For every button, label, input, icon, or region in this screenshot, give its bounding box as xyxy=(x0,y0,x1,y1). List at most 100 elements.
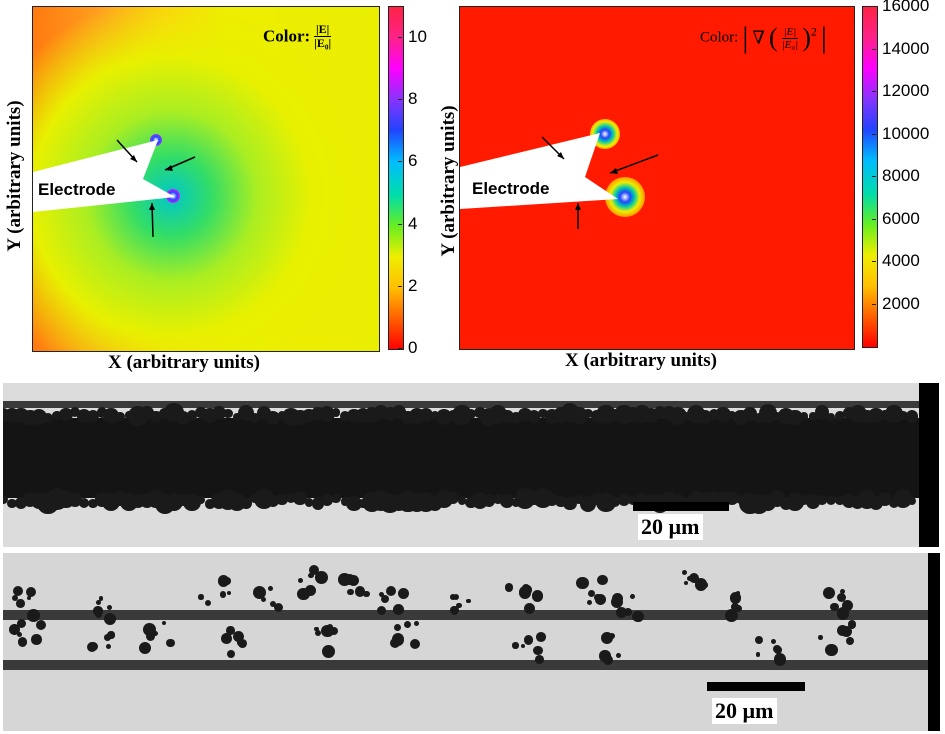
right-electrode-label: Electrode xyxy=(472,179,550,198)
dendrite-blob xyxy=(347,588,354,596)
right-x-axis-label: X (arbitrary units) xyxy=(565,350,717,371)
panel_right-colorbar-tickmark xyxy=(872,133,876,135)
dendrite-blob xyxy=(504,583,514,592)
dendrite-blob xyxy=(175,410,191,426)
dendrite-blob xyxy=(878,492,892,507)
right-field-plot: Electrode Color: | ∇ ( |E| |E₀| )2 | xyxy=(459,6,855,350)
panel_right-colorbar-tickmark xyxy=(872,176,876,177)
panel_left-colorbar-tickmark xyxy=(398,223,402,225)
dendrite-blob xyxy=(587,600,592,606)
dendrite-blob xyxy=(465,496,477,509)
dendrite-blob xyxy=(632,610,644,623)
dendrite-blob xyxy=(799,495,809,505)
dendrite-blob xyxy=(688,572,700,584)
dendrite-blob xyxy=(106,644,112,649)
dendrite-blob xyxy=(668,406,688,426)
dendrite-blob xyxy=(249,412,260,423)
dendrite-blob xyxy=(3,494,8,505)
dendrite-blob xyxy=(96,599,102,605)
panel_right-colorbar-tick: 12000 xyxy=(882,81,930,100)
dendrite-blob xyxy=(474,406,486,419)
dendrite-blob xyxy=(452,593,460,601)
dendrite-blob xyxy=(698,410,712,424)
dendrite-blob xyxy=(500,494,514,508)
right-electrode-shape xyxy=(460,133,659,229)
panel_right-colorbar-tickmark xyxy=(872,303,876,305)
dendrite-blob xyxy=(830,602,839,612)
dendrite-blob xyxy=(814,405,830,420)
micrograph-top-dendrite-band xyxy=(3,403,919,515)
dendrite-blob xyxy=(78,497,90,508)
dendrite-blob xyxy=(615,652,621,658)
dendrite-blob xyxy=(409,638,420,649)
dendrite-blob xyxy=(893,489,913,508)
dendrite-blob xyxy=(837,593,847,603)
panel_right-colorbar-tickmark xyxy=(872,218,876,220)
panel_left-colorbar-tickmark xyxy=(398,99,402,101)
dendrite-blob xyxy=(527,410,541,424)
dendrite-blob xyxy=(465,598,471,604)
dendrite-blob xyxy=(59,408,73,422)
dendrite-blob xyxy=(269,600,276,607)
dendrite-blob xyxy=(322,645,336,659)
dendrite-blob xyxy=(212,406,226,420)
dendrite-blob xyxy=(344,573,356,585)
dendrite-blob xyxy=(26,609,40,622)
dendrite-blob xyxy=(538,408,548,419)
dendrite-blob xyxy=(772,644,781,654)
dendrite-blob xyxy=(104,633,111,641)
dendrite-blob xyxy=(18,637,28,647)
right-formula-exp: 2 xyxy=(810,24,817,39)
panel_right-colorbar-tickmark xyxy=(872,6,876,7)
panel_right-colorbar-tick: 6000 xyxy=(882,208,920,228)
right-color-formula: Color: | ∇ ( |E| |E₀| )2 | xyxy=(700,21,827,54)
dendrite-blob xyxy=(378,591,385,597)
dendrite-blob xyxy=(35,619,46,630)
dendrite-blob xyxy=(26,596,31,601)
dendrite-blob xyxy=(597,575,608,586)
dendrite-blob xyxy=(305,585,317,596)
dendrite-blob xyxy=(88,641,98,651)
dendrite-blob xyxy=(624,607,633,616)
dendrite-blob xyxy=(12,595,19,602)
dendrite-blob xyxy=(493,494,503,504)
right-y-axis-label: Y (arbitrary units) xyxy=(438,105,459,257)
dendrite-blob xyxy=(725,609,739,623)
right-formula-top: |E| xyxy=(781,25,799,39)
dendrite-blob xyxy=(563,496,577,511)
dendrite-blob xyxy=(321,494,333,507)
dendrite-blob xyxy=(25,587,37,598)
dendrite-blob xyxy=(898,410,908,420)
dendrite-blob xyxy=(143,623,157,636)
dendrite-blob xyxy=(276,494,288,506)
micrograph-bottom-wire-lower xyxy=(3,660,928,670)
panel_left-colorbar-tickmark xyxy=(398,348,402,349)
dendrite-blob xyxy=(682,411,692,421)
dendrite-blob xyxy=(735,590,741,596)
dendrite-blob xyxy=(616,607,628,619)
dendrite-blob xyxy=(346,495,362,512)
right-colorbar xyxy=(862,6,878,348)
dendrite-blob xyxy=(450,594,456,600)
dendrite-blob xyxy=(226,649,235,658)
dendrite-blob xyxy=(482,494,496,507)
panel_left-colorbar-tick: 0 xyxy=(408,338,418,357)
dendrite-blob xyxy=(217,575,230,587)
dendrite-blob xyxy=(226,626,235,635)
dendrite-blob xyxy=(724,490,740,506)
panel_left-colorbar-tick: 6 xyxy=(408,151,418,171)
dendrite-blob xyxy=(555,496,567,508)
dendrite-blob xyxy=(465,408,477,420)
dendrite-blob xyxy=(825,494,837,505)
dendrite-blob xyxy=(583,408,593,419)
dendrite-blob xyxy=(238,639,248,649)
dendrite-blob xyxy=(195,406,207,418)
left-color-prefix: Color: xyxy=(263,26,311,46)
dendrite-blob xyxy=(599,650,611,662)
dendrite-blob xyxy=(743,407,757,421)
left-electrode-label: Electrode xyxy=(38,180,116,199)
dendrite-blob xyxy=(510,411,522,424)
dendrite-blob xyxy=(223,408,233,418)
dendrite-blob xyxy=(880,410,890,420)
dendrite-blob xyxy=(12,585,24,597)
